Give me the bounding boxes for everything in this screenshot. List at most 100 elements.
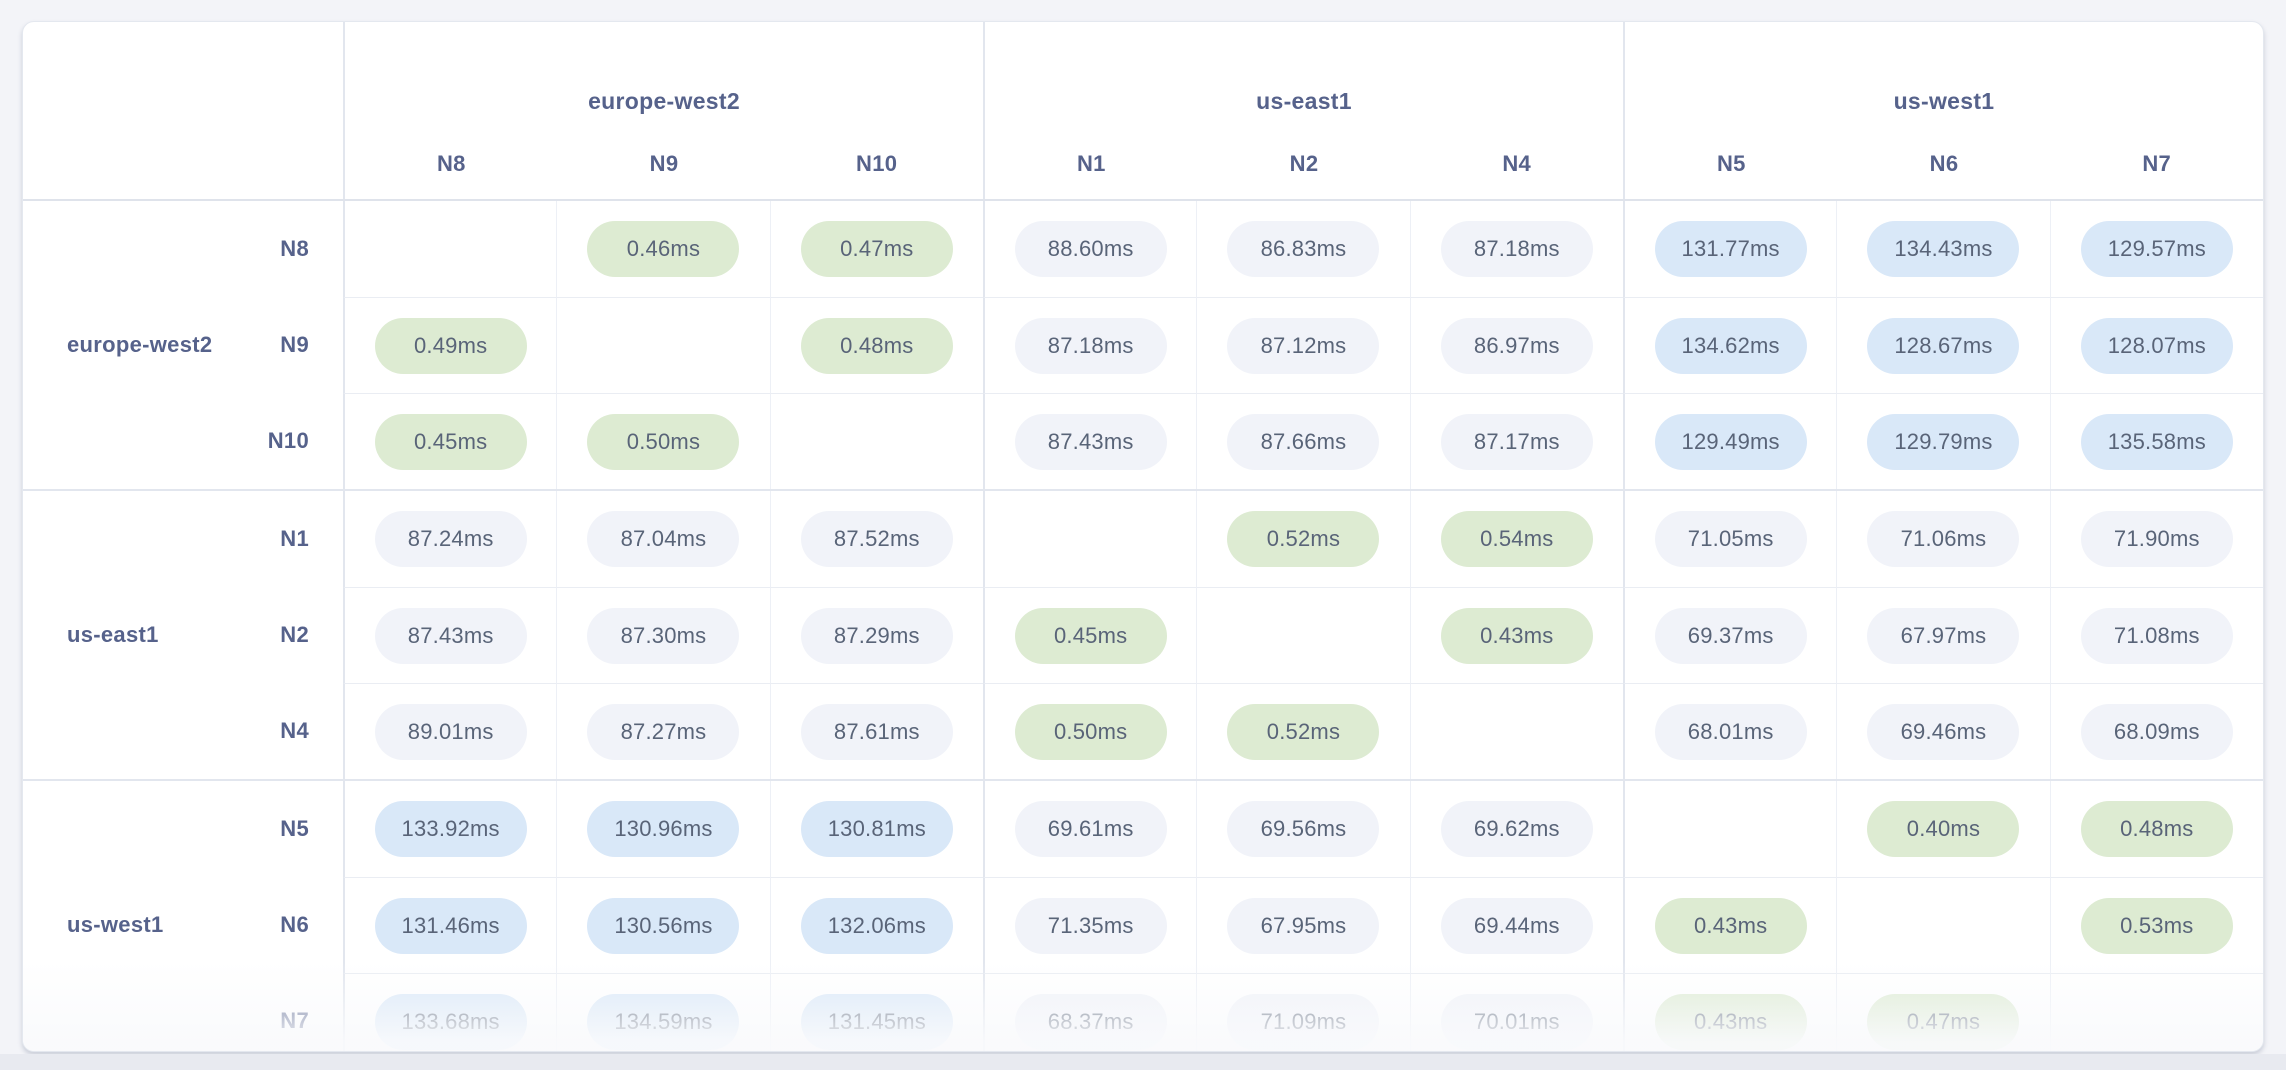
latency-cell: 0.45ms — [343, 393, 557, 489]
matrix-column-header: europe-west2 N8 N9 N10 us-east1 N1 N2 N4 us-west… — [23, 22, 2263, 201]
latency-pill: 70.01ms — [1440, 993, 1593, 1050]
column-node-labels: N8 N9 N10 — [345, 151, 983, 177]
latency-cell: 0.50ms — [982, 683, 1197, 779]
latency-pill: 0.49ms — [374, 317, 527, 374]
latency-cell: 0.46ms — [556, 201, 769, 297]
latency-pill: 71.08ms — [2080, 607, 2233, 664]
latency-cell: 0.49ms — [343, 297, 557, 393]
column-node-label: N9 — [649, 151, 679, 176]
latency-pill: 129.57ms — [2080, 221, 2233, 277]
latency-cell: 0.43ms — [1409, 587, 1623, 683]
latency-pill: 0.48ms — [2080, 801, 2233, 857]
latency-cell-self — [2049, 973, 2263, 1051]
latency-pill: 0.48ms — [800, 317, 953, 374]
latency-cell: 129.49ms — [1622, 393, 1837, 489]
row-node-label: N1 — [280, 526, 309, 551]
column-region-group: us-east1 N1 N2 N4 — [983, 22, 1623, 199]
latency-pill: 130.96ms — [587, 801, 740, 857]
column-node-label: N4 — [1502, 151, 1532, 176]
latency-cell: 69.44ms — [1409, 877, 1623, 973]
row-node-label: N8 — [280, 236, 309, 261]
latency-cell: 0.43ms — [1622, 877, 1837, 973]
latency-pill: 0.43ms — [1440, 607, 1593, 664]
latency-pill: 87.29ms — [800, 607, 953, 664]
latency-cell: 128.07ms — [2049, 297, 2263, 393]
latency-pill: 134.62ms — [1654, 317, 1807, 374]
latency-cell: 0.48ms — [769, 297, 983, 393]
latency-cell: 0.52ms — [1196, 491, 1409, 587]
latency-pill: 129.79ms — [1867, 413, 2020, 470]
column-node-label: N7 — [2142, 151, 2172, 176]
row-label-column: us-west1 N5 N6 N7 — [23, 781, 343, 1051]
row-node-label: N5 — [280, 816, 309, 841]
column-node-labels: N1 N2 N4 — [985, 151, 1623, 177]
latency-pill: 0.50ms — [587, 413, 740, 470]
row-node-label: N6 — [280, 912, 309, 937]
row-label-column: us-east1 N1 N2 N4 — [23, 491, 343, 779]
latency-cell: 89.01ms — [343, 683, 557, 779]
latency-cell: 71.09ms — [1196, 973, 1410, 1051]
latency-pill: 69.44ms — [1440, 897, 1593, 954]
latency-pill: 0.53ms — [2080, 897, 2233, 954]
latency-cell: 87.18ms — [982, 297, 1197, 393]
row-region-label: europe-west2 — [67, 332, 213, 357]
latency-cell: 0.43ms — [1622, 973, 1837, 1051]
latency-pill: 68.01ms — [1654, 703, 1807, 760]
row-label-column: europe-west2 N8 N9 N10 — [23, 201, 343, 489]
latency-cell: 131.46ms — [343, 877, 557, 973]
latency-cell: 128.67ms — [1836, 297, 2050, 393]
latency-cell: 87.27ms — [556, 683, 770, 779]
latency-cell: 87.29ms — [769, 587, 983, 683]
latency-cell: 71.05ms — [1622, 491, 1836, 587]
latency-pill: 71.05ms — [1654, 511, 1807, 567]
column-node-label: N5 — [1716, 151, 1746, 176]
latency-cell-self — [1836, 877, 2050, 973]
latency-cell: 129.79ms — [1836, 393, 2050, 489]
latency-pill: 0.40ms — [1867, 801, 2020, 857]
latency-cell: 0.53ms — [2049, 877, 2263, 973]
latency-pill: 132.06ms — [800, 897, 953, 954]
latency-cell: 71.08ms — [2049, 587, 2263, 683]
latency-cell-self — [982, 491, 1196, 587]
latency-cell: 71.90ms — [2049, 491, 2263, 587]
latency-cell-self — [1196, 587, 1410, 683]
column-node-labels: N5 N6 N7 — [1625, 151, 2263, 177]
latency-cell: 86.83ms — [1196, 201, 1409, 297]
latency-cell: 87.18ms — [1409, 201, 1623, 297]
latency-cell: 0.48ms — [2049, 781, 2263, 877]
latency-pill: 69.37ms — [1654, 607, 1807, 664]
latency-pill: 87.43ms — [374, 607, 527, 664]
latency-cell: 69.61ms — [982, 781, 1196, 877]
row-node-label: N2 — [280, 622, 309, 647]
latency-cell: 87.61ms — [769, 683, 983, 779]
latency-cell: 129.57ms — [2049, 201, 2263, 297]
latency-pill: 131.77ms — [1654, 221, 1807, 277]
latency-cell: 71.06ms — [1836, 491, 2049, 587]
latency-pill: 68.09ms — [2080, 703, 2233, 760]
latency-pill: 0.52ms — [1227, 703, 1380, 760]
latency-cell: 133.92ms — [343, 781, 556, 877]
latency-pill: 130.81ms — [800, 801, 953, 857]
latency-pill: 130.56ms — [587, 897, 740, 954]
row-region-group: europe-west2 N8 N9 N10 0.46ms 0.47ms 88.60ms 86… — [23, 201, 2263, 489]
latency-pill: 0.52ms — [1227, 511, 1380, 567]
latency-pill: 86.83ms — [1227, 221, 1380, 277]
latency-pill: 87.30ms — [587, 607, 740, 664]
latency-cell: 0.40ms — [1836, 781, 2049, 877]
latency-cell: 134.59ms — [556, 973, 770, 1051]
latency-pill: 0.50ms — [1014, 703, 1167, 760]
latency-pill: 87.52ms — [800, 511, 953, 567]
latency-cell: 68.01ms — [1622, 683, 1837, 779]
latency-pill: 134.43ms — [1867, 221, 2020, 277]
latency-cell: 87.17ms — [1409, 393, 1623, 489]
latency-pill: 69.62ms — [1440, 801, 1593, 857]
latency-cell: 0.50ms — [556, 393, 770, 489]
latency-pill: 133.92ms — [374, 801, 527, 857]
latency-cell: 0.45ms — [982, 587, 1197, 683]
latency-cell: 69.56ms — [1196, 781, 1409, 877]
latency-pill: 69.61ms — [1014, 801, 1167, 857]
latency-cell: 87.43ms — [982, 393, 1197, 489]
column-node-label: N8 — [436, 151, 466, 176]
latency-pill: 67.97ms — [1867, 607, 2020, 664]
